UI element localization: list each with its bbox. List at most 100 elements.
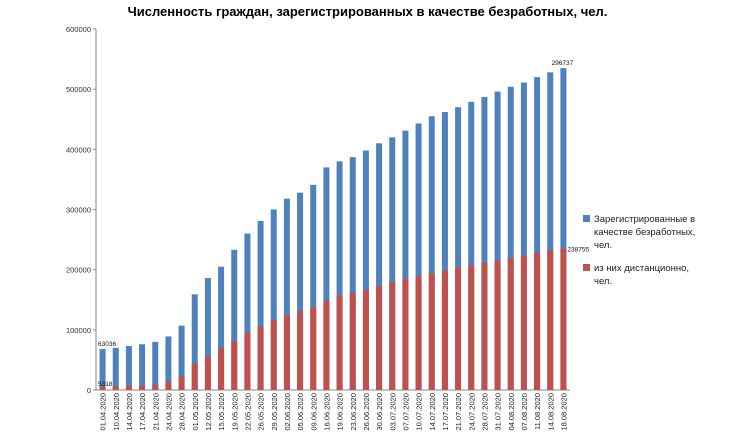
x-tick-label: 04.08.2020	[507, 393, 516, 431]
y-tick-label: 400000	[66, 145, 91, 154]
bar-registered	[112, 347, 119, 390]
y-tick-label: 200000	[66, 266, 91, 275]
bar-remote	[520, 255, 527, 390]
legend-swatch-registered	[583, 215, 590, 222]
bar-remote	[270, 320, 277, 390]
x-tick-label: 15.05.2020	[217, 393, 226, 431]
bar-registered	[139, 344, 146, 390]
x-tick-label: 21.07.2020	[454, 393, 463, 431]
x-tick-label: 14.04.2020	[125, 393, 134, 431]
chart-title: Численность граждан, зарегистрированных …	[127, 4, 608, 19]
bar-remote	[310, 307, 317, 390]
bar-registered	[231, 249, 238, 390]
bar-registered	[257, 220, 264, 390]
bar-registered	[415, 123, 422, 390]
bar-remote	[125, 386, 132, 390]
data-label: 296737	[552, 60, 574, 67]
axes: 0 100000 200000 300000 400000 500000 600000	[66, 25, 570, 395]
bar-remote	[297, 311, 304, 390]
bar-remote	[349, 293, 356, 390]
bar-registered	[468, 101, 475, 390]
bar-remote	[494, 260, 501, 390]
legend-item-remote: из них дистанционно, чел.	[583, 262, 704, 288]
bar-remote	[336, 295, 343, 390]
bar-registered	[323, 167, 330, 390]
x-tick-label: 17.04.2020	[138, 393, 147, 431]
bar-remote	[257, 326, 264, 390]
bar-registered	[283, 198, 290, 390]
x-tick-label: 23.06.2020	[349, 393, 358, 431]
y-tick-label: 0	[87, 386, 91, 395]
bar-remote	[402, 279, 409, 390]
bar-remote	[165, 382, 172, 390]
bar-registered	[165, 336, 172, 390]
x-tick-label: 17.07.2020	[441, 393, 450, 431]
x-tick-label: 28.07.2020	[480, 393, 489, 431]
data-label: 63036	[98, 341, 116, 348]
x-tick-label: 05.06.2020	[296, 393, 305, 431]
bar-registered	[428, 116, 435, 390]
x-tick-label: 10.07.2020	[415, 393, 424, 431]
bar-registered	[191, 294, 198, 390]
x-tick-label: 26.05.2020	[257, 393, 266, 431]
x-tick-label: 12.05.2020	[204, 393, 213, 431]
x-tick-label: 07.08.2020	[520, 393, 529, 431]
y-tick-label: 100000	[66, 326, 91, 335]
bar-remote	[428, 273, 435, 390]
bar-remote	[362, 290, 369, 390]
bar-remote	[218, 348, 225, 390]
bar-registered	[244, 233, 251, 390]
bar-registered	[336, 161, 343, 390]
bar-remote	[139, 385, 146, 390]
x-tick-label: 01.04.2020	[99, 393, 108, 431]
bar-remote	[231, 341, 238, 390]
bar-registered	[402, 130, 409, 390]
x-tick-label: 14.08.2020	[546, 393, 555, 431]
x-tick-label: 18.08.2020	[559, 393, 568, 431]
x-tick-label: 24.07.2020	[467, 393, 476, 431]
x-tick-label: 03.07.2020	[388, 393, 397, 431]
x-tick-label: 26.06.2020	[362, 393, 371, 431]
x-tick-label: 07.07.2020	[401, 393, 410, 431]
data-label: 238755	[567, 247, 589, 254]
bar-registered	[560, 68, 567, 390]
x-tick-label: 29.05.2020	[270, 393, 279, 431]
x-tick-label: 19.06.2020	[336, 393, 345, 431]
bar-remote	[376, 285, 383, 390]
bar-registered	[389, 137, 396, 390]
data-label: 5318	[98, 381, 113, 388]
bar-remote	[547, 250, 554, 390]
bar-registered	[376, 143, 383, 390]
bar-remote	[560, 248, 567, 390]
bar-registered	[362, 150, 369, 390]
y-tick-label: 300000	[66, 206, 91, 215]
x-tick-label: 24.04.2020	[164, 393, 173, 431]
bar-remote	[415, 276, 422, 390]
bar-remote	[323, 300, 330, 390]
bar-registered	[218, 266, 225, 390]
bar-remote	[468, 265, 475, 390]
bar-registered	[178, 325, 185, 390]
bar-registered	[520, 82, 527, 390]
bar-remote	[178, 376, 185, 390]
legend-label-remote: из них дистанционно, чел.	[594, 263, 690, 287]
bar-remote	[204, 356, 211, 390]
x-tick-label: 28.04.2020	[178, 393, 187, 431]
bar-registered	[349, 157, 356, 390]
bar-registered	[152, 341, 159, 390]
bar-remote	[507, 258, 514, 390]
bar-remote	[99, 386, 106, 390]
x-tick-label: 11.08.2020	[533, 393, 542, 430]
bar-registered	[547, 72, 554, 390]
bar-registered	[507, 86, 514, 390]
bars	[99, 68, 567, 390]
bar-registered	[494, 91, 501, 390]
bar-remote	[481, 263, 488, 390]
x-tick-label: 01.05.2020	[191, 393, 200, 431]
bar-registered	[310, 184, 317, 390]
bar-registered	[297, 192, 304, 390]
y-tick-label: 600000	[66, 25, 91, 34]
x-tick-label: 02.06.2020	[283, 393, 292, 431]
x-tick-labels: 01.04.2020 10.04.2020 14.04.2020 17.04.2020…	[99, 393, 569, 431]
